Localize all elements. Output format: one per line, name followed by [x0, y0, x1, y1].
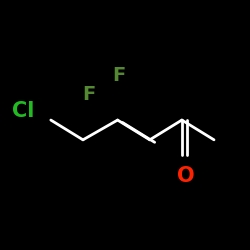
Text: F: F — [82, 84, 96, 103]
Text: F: F — [112, 66, 126, 85]
Text: O: O — [177, 166, 194, 186]
Text: Cl: Cl — [12, 102, 35, 121]
